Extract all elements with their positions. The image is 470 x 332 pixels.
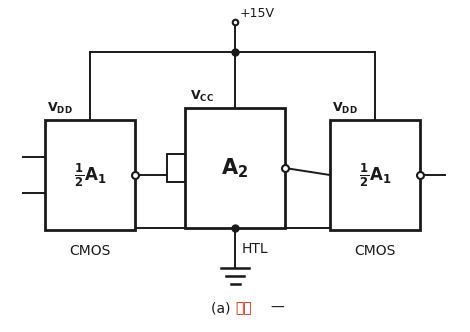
- Text: $\mathbf{V_{DD}}$: $\mathbf{V_{DD}}$: [332, 101, 358, 116]
- Text: (a): (a): [211, 301, 235, 315]
- Text: $\mathbf{\frac{1}{2}A_1}$: $\mathbf{\frac{1}{2}A_1}$: [359, 161, 391, 189]
- Polygon shape: [45, 120, 135, 230]
- Polygon shape: [185, 108, 285, 228]
- Text: $\mathbf{V_{CC}}$: $\mathbf{V_{CC}}$: [190, 89, 214, 104]
- Text: CMOS: CMOS: [354, 244, 396, 258]
- Text: +15V: +15V: [240, 7, 275, 20]
- Text: $\mathbf{A_2}$: $\mathbf{A_2}$: [221, 156, 249, 180]
- Text: 电路: 电路: [235, 301, 252, 315]
- Polygon shape: [167, 154, 185, 182]
- Text: $\mathbf{V_{DD}}$: $\mathbf{V_{DD}}$: [47, 101, 73, 116]
- Text: CMOS: CMOS: [69, 244, 111, 258]
- Polygon shape: [330, 120, 420, 230]
- Text: —: —: [270, 301, 284, 315]
- Text: $\mathbf{\frac{1}{2}A_1}$: $\mathbf{\frac{1}{2}A_1}$: [74, 161, 106, 189]
- Text: HTL: HTL: [242, 242, 268, 256]
